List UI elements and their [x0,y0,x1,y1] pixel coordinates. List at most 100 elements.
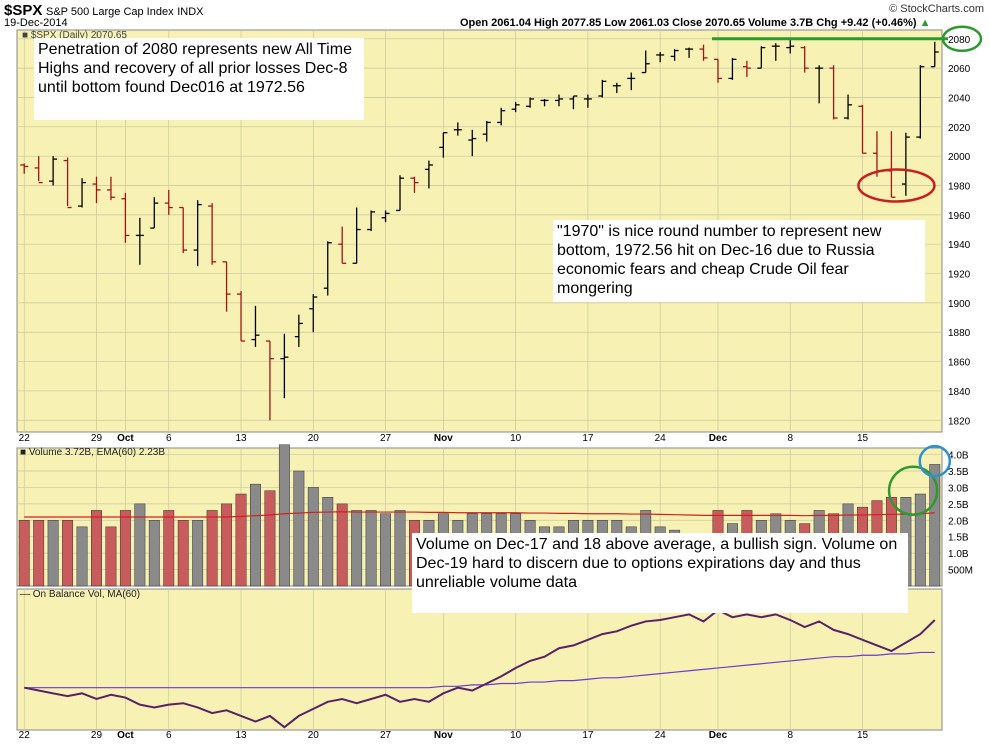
ohlc-bar [699,44,708,61]
price-tick-label: 1980 [948,182,971,193]
volume-bar [134,503,146,587]
up-arrow-icon: ▲ [919,17,931,29]
ohlc-bar [901,132,910,196]
ohlc-bar [193,200,202,267]
volume-bar [250,483,261,587]
obv-line [24,608,936,729]
volume-bar [380,513,392,587]
volume-tick-label: 4.0B [948,451,969,462]
price-tick-label: 1880 [948,328,971,339]
bottom-circle [857,168,936,203]
ohlc-bar [49,156,58,186]
ohlc-bar [323,241,332,296]
volume-bar [278,444,290,587]
price-tick-label: 2060 [948,64,971,75]
price-tick-label: 1920 [948,270,971,281]
volume-legend: ■ Volume 3.72B, EMA(60) 2.23B [20,447,166,458]
volume-bar [322,497,334,587]
volume-tick-label: 2.0B [948,516,969,527]
ohlc-bar [121,192,130,243]
ohlc-bar [598,79,607,98]
ohlc-bar [554,94,563,107]
date-tick-label: 13 [235,730,247,741]
volume-tick-label: 3.0B [948,483,969,494]
ohlc-bar [396,175,405,212]
ohlc-bar [222,261,231,312]
ohlc-bar [265,340,274,421]
ohlc-bar [367,210,376,231]
date-tick-label: Oct [117,730,134,741]
ohlc-bar [338,226,347,264]
date-axis: 22 22 29 29 Oct Oct 6 6 13 13 20 20 27 27 Nov Nov 10 10 17… [19,433,869,741]
ohlc-bar [511,101,520,113]
price-tick-label: 2020 [948,123,971,134]
volume-bar [47,520,59,587]
ohlc-bar [78,178,87,208]
exchange: INDX [177,6,204,18]
volume-axis: 500M 1.0B 1.5B 2.0B 2.5B 3.0B 3.5B 4.0B [948,451,973,577]
date-tick-label: 15 [857,433,869,444]
volume-annotation: Volume on Dec-17 and 18 above average, a… [412,533,908,613]
ohlc-bar [468,129,477,157]
volume-bar [365,510,377,587]
chart-date: 19-Dec-2014 [4,17,68,29]
ohlc-bar [656,52,665,63]
date-tick-label: Nov [434,730,453,741]
volume-bar [351,510,363,587]
volume-ema-line [24,511,935,518]
ohlc-bar [800,46,809,73]
ohlc-bar [34,156,43,184]
ohlc-bar [237,291,246,342]
volume-bar [148,520,160,587]
ohlc-bars [20,38,939,421]
price-tick-label: 1840 [948,387,971,398]
ohlc-bar [453,122,462,136]
date-tick-label: 22 [19,730,31,741]
date-tick-label: 17 [582,433,594,444]
date-tick-label: 27 [380,433,392,444]
ohlc-bar [497,107,506,126]
volume-bar [62,520,74,587]
ohlc-bar [540,98,549,107]
index-name: S&P 500 Large Cap Index [45,6,174,18]
ohlc-bar [424,160,433,189]
ohlc-bar [294,314,303,347]
volume-bar [293,470,305,587]
volume-bar [206,510,218,587]
ohlc-bar [208,203,217,265]
quote-line: Open 2061.04 High 2077.85 Low 2061.03 Cl… [460,17,917,29]
ohlc-bar [916,65,925,139]
volume-bar [105,526,117,587]
volume-bar [264,490,276,587]
price-tick-label: 2000 [948,152,971,163]
ohlc-bar [106,176,115,201]
obv-legend: — On Balance Vol, MA(60) [20,589,141,600]
volume-bar [914,493,926,587]
volume-highlight-circle [887,465,939,516]
ohlc-bar [728,57,737,80]
ohlc-bar [627,72,636,91]
ohlc-bar [685,47,694,58]
date-tick-label: Nov [434,433,453,444]
date-tick-label: 24 [655,433,667,444]
volume-bar [119,510,131,587]
date-tick-label: 6 [166,730,172,741]
date-tick-label: 8 [787,730,793,741]
ohlc-bar [670,49,679,61]
date-tick-label: 13 [235,433,247,444]
volume-tick-label: 1.5B [948,533,969,544]
volume-bar [221,503,233,587]
date-tick-label: 22 [19,433,31,444]
ohlc-bar [280,333,289,399]
ohlc-bar [742,60,751,77]
date-tick-label: Oct [117,433,134,444]
volume-bar [336,503,348,587]
ohlc-bar [569,95,578,110]
price-tick-label: 1940 [948,240,971,251]
top-annotation: Penetration of 2080 represents new All T… [34,38,364,120]
date-tick-label: 27 [380,730,392,741]
ohlc-bar [309,294,318,333]
ohlc-bar [757,46,766,69]
date-tick-label: 6 [166,433,172,444]
ohlc-bar [20,163,29,174]
